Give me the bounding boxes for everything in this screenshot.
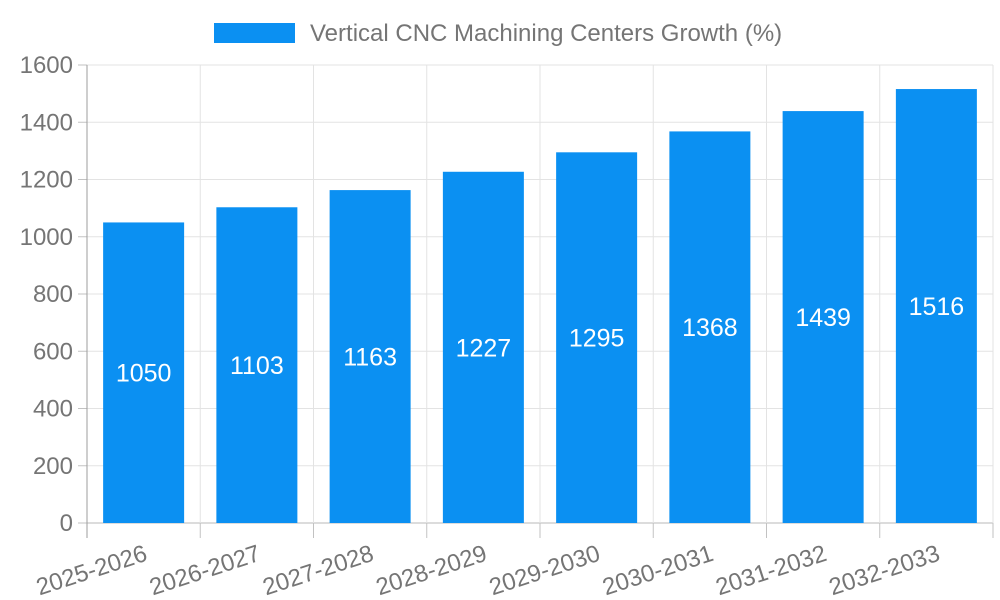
bar-value-label: 1516	[909, 293, 965, 321]
legend: Vertical CNC Machining Centers Growth (%…	[0, 0, 1000, 56]
x-tick-label: 2027-2028	[259, 540, 377, 600]
y-tick-label: 1200	[20, 167, 73, 194]
x-tick-label: 2025-2026	[33, 540, 151, 600]
bar	[782, 111, 864, 524]
bar-value-label: 1103	[230, 352, 284, 380]
bar	[556, 152, 638, 523]
x-tick-label: 2029-2030	[486, 540, 604, 600]
bar-value-label: 1163	[343, 344, 397, 372]
bar	[442, 171, 524, 524]
bar	[103, 222, 185, 523]
bar	[329, 190, 411, 523]
y-tick-label: 400	[33, 396, 73, 423]
bar	[669, 131, 751, 523]
y-tick-label: 0	[60, 510, 73, 537]
x-tick-label: 2031-2032	[712, 540, 830, 600]
x-tick-label: 2028-2029	[373, 540, 491, 600]
legend-swatch	[214, 23, 295, 43]
bar	[216, 207, 298, 524]
bar	[895, 89, 977, 524]
x-tick-label: 2032-2033	[826, 540, 944, 600]
x-tick-label: 2030-2031	[599, 540, 717, 600]
y-tick-label: 200	[33, 453, 73, 480]
bar-value-label: 1227	[456, 334, 512, 362]
bar-value-label: 1439	[795, 304, 851, 332]
y-tick-label: 1000	[20, 224, 73, 251]
y-tick-label: 800	[33, 281, 73, 308]
y-tick-label: 600	[33, 338, 73, 365]
y-tick-label: 1400	[20, 109, 73, 136]
bar-value-label: 1050	[116, 360, 172, 388]
bar-value-label: 1295	[569, 325, 625, 353]
x-tick-label: 2026-2027	[146, 540, 264, 600]
legend-label: Vertical CNC Machining Centers Growth (%…	[310, 20, 783, 47]
bar-value-label: 1368	[682, 314, 738, 342]
y-tick-label: 1600	[20, 52, 73, 79]
